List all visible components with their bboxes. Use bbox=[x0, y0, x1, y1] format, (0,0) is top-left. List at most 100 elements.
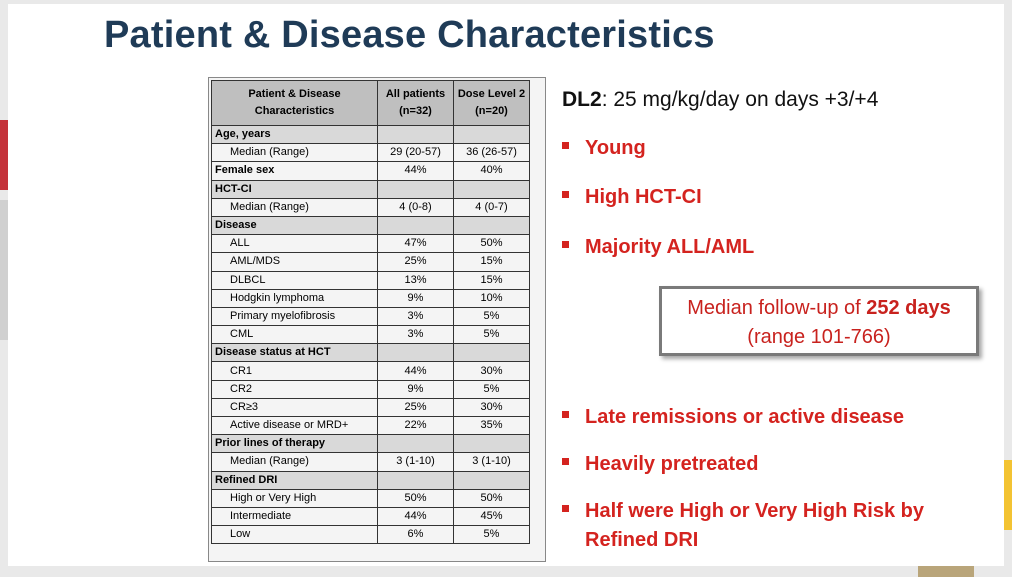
callout-bold: 252 days bbox=[866, 297, 951, 319]
cell-all-patients: 13% bbox=[377, 270, 454, 290]
cell-all-patients bbox=[377, 215, 454, 236]
row-label: CR≥3 bbox=[211, 397, 378, 418]
bullet-square-icon bbox=[562, 458, 569, 466]
row-label: CR2 bbox=[211, 379, 378, 399]
cell-all-patients bbox=[377, 343, 454, 363]
background-decor-red-left bbox=[0, 120, 10, 190]
callout-line-2: (range 101-766) bbox=[747, 326, 891, 348]
cell-dose-level-2: 50% bbox=[453, 234, 530, 254]
cell-all-patients: 3% bbox=[377, 325, 454, 345]
cell-dose-level-2: 15% bbox=[453, 270, 530, 290]
table-row: CR2 9% 5% bbox=[211, 379, 530, 399]
cell-all-patients: 6% bbox=[377, 525, 454, 545]
cell-all-patients: 44% bbox=[377, 161, 454, 181]
table-section-row: Disease bbox=[211, 215, 530, 236]
cell-dose-level-2: 40% bbox=[453, 161, 530, 181]
row-label: Primary myelofibrosis bbox=[211, 306, 378, 327]
row-label: Prior lines of therapy bbox=[211, 434, 378, 454]
table-row: CR1 44% 30% bbox=[211, 361, 530, 381]
callout-pre: Median follow-up of bbox=[687, 297, 867, 319]
background-decor-yellow-right bbox=[1004, 460, 1012, 530]
row-label: Active disease or MRD+ bbox=[211, 415, 378, 436]
row-label: Age, years bbox=[211, 124, 378, 145]
bullet-text: High HCT-CI bbox=[585, 186, 702, 208]
table-section-row: Prior lines of therapy bbox=[211, 434, 530, 454]
cell-all-patients bbox=[377, 434, 454, 454]
cell-all-patients: 9% bbox=[377, 379, 454, 399]
bullet-majority-all-aml: Majority ALL/AML bbox=[562, 236, 754, 259]
table-header-all-patients: All patients (n=32) bbox=[377, 80, 454, 126]
cell-all-patients: 9% bbox=[377, 288, 454, 308]
cell-dose-level-2 bbox=[453, 434, 530, 454]
table-row: Median (Range) 29 (20-57) 36 (26-57) bbox=[211, 143, 530, 163]
cell-all-patients bbox=[377, 179, 454, 199]
table-row: CML 3% 5% bbox=[211, 325, 530, 345]
cell-dose-level-2: 50% bbox=[453, 488, 530, 508]
table-row: DLBCL 13% 15% bbox=[211, 270, 530, 290]
cell-all-patients: 50% bbox=[377, 488, 454, 508]
cell-dose-level-2: 5% bbox=[453, 325, 530, 345]
row-label: Refined DRI bbox=[211, 470, 378, 490]
table-row: Median (Range) 3 (1-10) 3 (1-10) bbox=[211, 452, 530, 472]
row-label: CML bbox=[211, 325, 378, 345]
row-label: Intermediate bbox=[211, 506, 378, 527]
bullet-high-hct-ci: High HCT-CI bbox=[562, 186, 702, 209]
table-row: Hodgkin lymphoma 9% 10% bbox=[211, 288, 530, 308]
row-label: Median (Range) bbox=[211, 143, 378, 163]
row-label: Disease bbox=[211, 215, 378, 236]
cell-all-patients: 4 (0-8) bbox=[377, 197, 454, 217]
cell-dose-level-2: 15% bbox=[453, 252, 530, 272]
cell-dose-level-2: 30% bbox=[453, 361, 530, 381]
cell-dose-level-2: 35% bbox=[453, 415, 530, 436]
cell-all-patients: 29 (20-57) bbox=[377, 143, 454, 163]
bullet-square-icon bbox=[562, 411, 569, 419]
bullet-high-risk-dri: Half were High or Very High Risk by Refin… bbox=[562, 497, 924, 555]
cell-dose-level-2 bbox=[453, 470, 530, 490]
row-label: Median (Range) bbox=[211, 452, 378, 472]
table-section-row: HCT-CI bbox=[211, 179, 530, 199]
bullet-square-icon bbox=[562, 241, 569, 249]
table-row: ALL 47% 50% bbox=[211, 234, 530, 254]
cell-dose-level-2 bbox=[453, 215, 530, 236]
row-label: AML/MDS bbox=[211, 252, 378, 272]
table-row: High or Very High 50% 50% bbox=[211, 488, 530, 508]
cell-dose-level-2 bbox=[453, 179, 530, 199]
cell-dose-level-2: 4 (0-7) bbox=[453, 197, 530, 217]
cell-dose-level-2: 45% bbox=[453, 506, 530, 527]
table-row: Intermediate 44% 45% bbox=[211, 506, 530, 527]
row-label: ALL bbox=[211, 234, 378, 254]
bullet-text: Young bbox=[585, 137, 646, 159]
cell-all-patients: 22% bbox=[377, 415, 454, 436]
cell-dose-level-2 bbox=[453, 124, 530, 145]
bullet-text: Heavily pretreated bbox=[585, 453, 759, 475]
cell-dose-level-2: 36 (26-57) bbox=[453, 143, 530, 163]
bullet-text: Half were High or Very High Risk by bbox=[585, 500, 924, 522]
bullet-square-icon bbox=[562, 191, 569, 199]
row-label: CR1 bbox=[211, 361, 378, 381]
cell-all-patients: 3% bbox=[377, 306, 454, 327]
bullet-text: Late remissions or active disease bbox=[585, 406, 905, 428]
background-decor-gray-left bbox=[0, 200, 10, 340]
cell-dose-level-2: 5% bbox=[453, 306, 530, 327]
dl2-description: DL2: 25 mg/kg/day on days +3/+4 bbox=[562, 88, 878, 112]
table-row: Female sex 44% 40% bbox=[211, 161, 530, 181]
row-label: Female sex bbox=[211, 161, 378, 181]
characteristics-table: Patient & Disease Characteristics All pa… bbox=[211, 80, 530, 545]
cell-all-patients bbox=[377, 124, 454, 145]
slide-title: Patient & Disease Characteristics bbox=[104, 14, 715, 56]
cell-dose-level-2: 10% bbox=[453, 288, 530, 308]
table-row: Median (Range) 4 (0-8) 4 (0-7) bbox=[211, 197, 530, 217]
table-row: Primary myelofibrosis 3% 5% bbox=[211, 306, 530, 327]
row-label: HCT-CI bbox=[211, 179, 378, 199]
row-label: Median (Range) bbox=[211, 197, 378, 217]
cell-dose-level-2: 3 (1-10) bbox=[453, 452, 530, 472]
row-label: High or Very High bbox=[211, 488, 378, 508]
cell-all-patients: 44% bbox=[377, 506, 454, 527]
table-section-row: Refined DRI bbox=[211, 470, 530, 490]
table-row: Active disease or MRD+ 22% 35% bbox=[211, 415, 530, 436]
cell-all-patients bbox=[377, 470, 454, 490]
bullet-text-continued: Refined DRI bbox=[585, 529, 699, 551]
dl2-text: : 25 mg/kg/day on days +3/+4 bbox=[601, 88, 879, 111]
bullet-young: Young bbox=[562, 137, 646, 160]
cell-dose-level-2: 30% bbox=[453, 397, 530, 418]
